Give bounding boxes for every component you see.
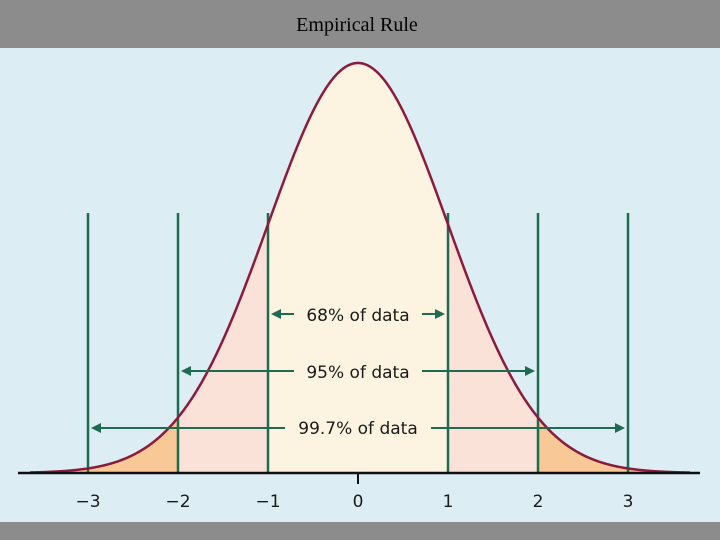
range-arrowhead-right bbox=[615, 423, 625, 433]
tick-label: −1 bbox=[255, 492, 280, 512]
range-arrowhead-right bbox=[435, 309, 445, 319]
empirical-rule-diagram: 68% of data 95% of data 99.7% of data −3… bbox=[18, 61, 700, 512]
tail-fill-left bbox=[30, 417, 178, 473]
slide-title: Empirical Rule bbox=[296, 14, 418, 36]
boundary-lines bbox=[86, 213, 630, 473]
range-label-95: 95% of data bbox=[306, 363, 409, 383]
bottom-bar bbox=[0, 522, 720, 540]
range-labels: 68% of data 95% of data 99.7% of data bbox=[285, 302, 431, 439]
tail-fill-right bbox=[538, 417, 690, 473]
diagram-canvas: 68% of data 95% of data 99.7% of data −3… bbox=[0, 48, 720, 522]
tick-label: 0 bbox=[353, 492, 364, 512]
range-label-99-7: 99.7% of data bbox=[298, 419, 418, 439]
title-bar: Empirical Rule bbox=[0, 0, 720, 48]
tick-label: 1 bbox=[443, 492, 454, 512]
tick-labels: −3 −2 −1 0 1 2 3 bbox=[75, 492, 633, 512]
range-arrowhead-left bbox=[181, 366, 191, 376]
tick-label: 2 bbox=[533, 492, 544, 512]
tick-label: −2 bbox=[165, 492, 190, 512]
tick-label: −3 bbox=[75, 492, 100, 512]
range-label-68: 68% of data bbox=[306, 306, 409, 326]
range-arrowhead-left bbox=[91, 423, 101, 433]
range-arrowhead-right bbox=[525, 366, 535, 376]
range-arrowhead-left bbox=[271, 309, 281, 319]
center-fill bbox=[268, 63, 448, 473]
tick-label: 3 bbox=[623, 492, 634, 512]
bell-curve bbox=[29, 61, 691, 474]
